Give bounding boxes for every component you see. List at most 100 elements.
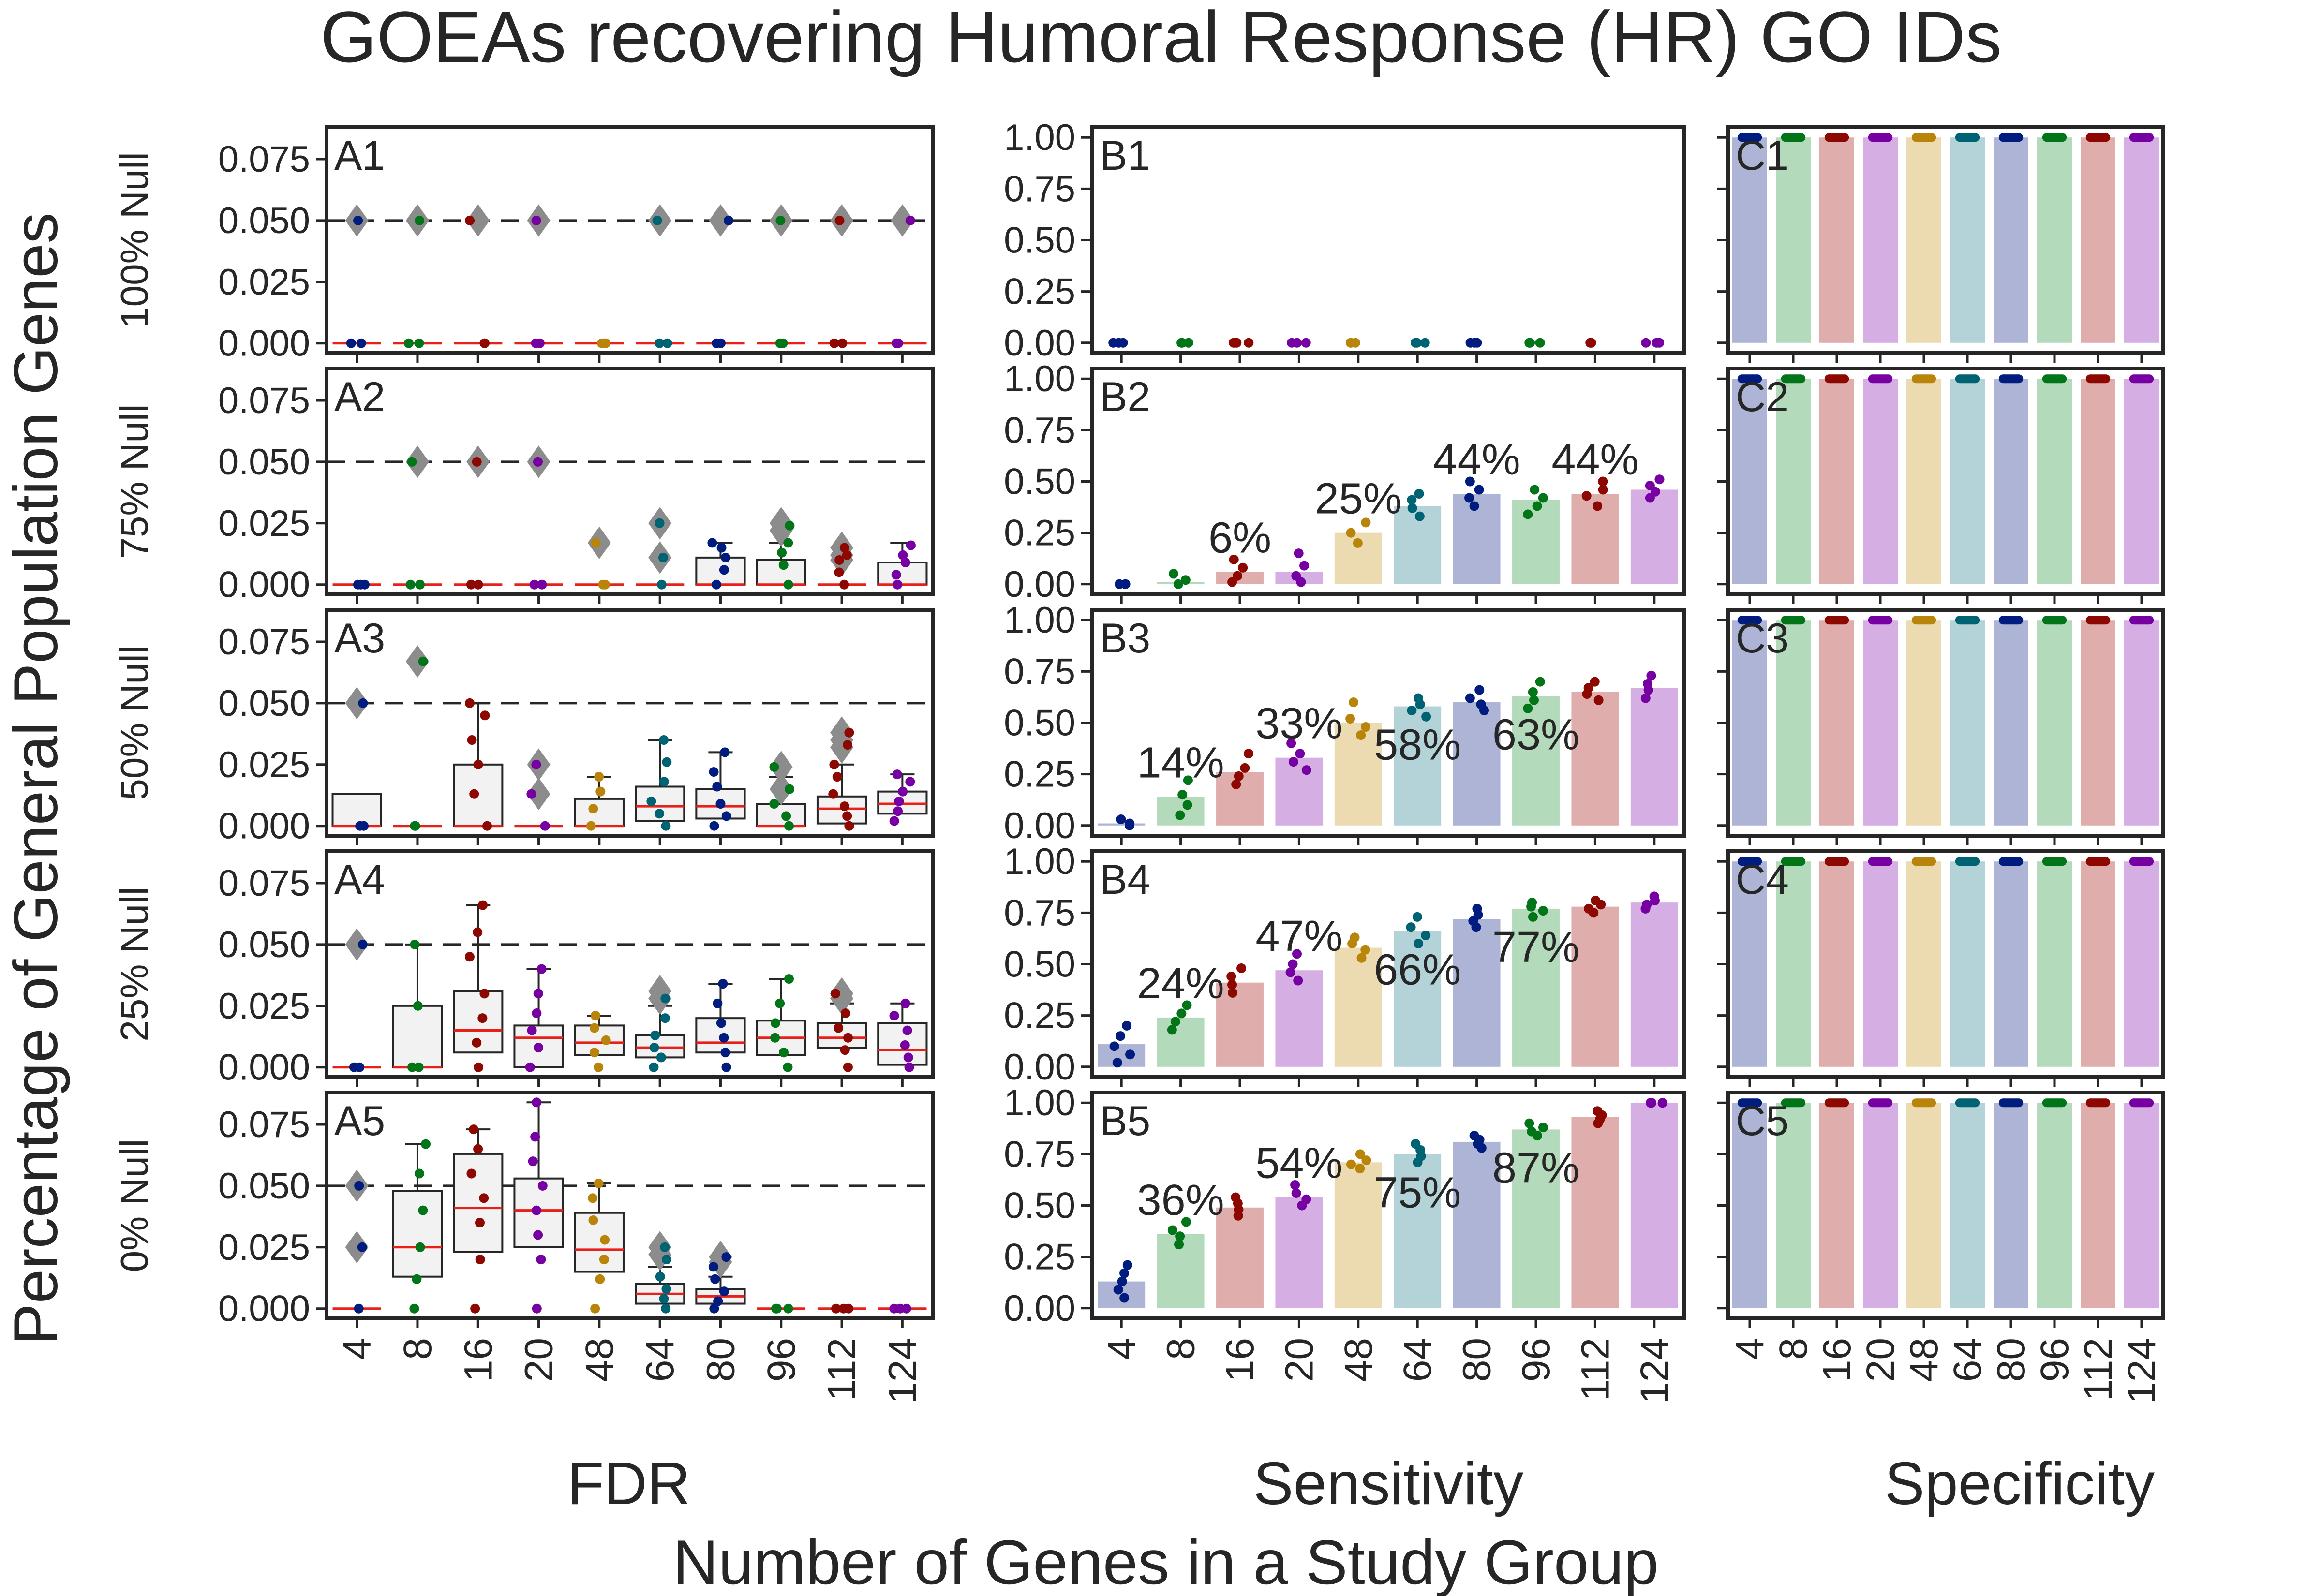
data-point — [475, 1255, 485, 1265]
data-point — [769, 762, 779, 772]
y-tick-label: 0.000 — [218, 806, 310, 847]
data-point — [465, 215, 475, 225]
data-point — [1295, 749, 1305, 759]
data-point — [466, 1168, 476, 1179]
data-point — [649, 1043, 659, 1053]
x-tick-label: 4 — [1100, 1338, 1144, 1360]
data-point — [831, 1303, 841, 1314]
y-tick-label: 0.25 — [1004, 754, 1075, 795]
data-point — [710, 1274, 720, 1284]
y-tick-label: 0.025 — [218, 503, 310, 544]
data-point — [530, 1132, 540, 1142]
box-iqr — [574, 798, 625, 827]
data-point — [1228, 988, 1238, 998]
bar-80 — [1453, 919, 1501, 1067]
data-point — [1176, 338, 1187, 348]
data-point — [590, 1303, 600, 1314]
data-point — [413, 1001, 423, 1011]
x-tick-label: 64 — [638, 1338, 682, 1382]
box-8 — [392, 1143, 443, 1278]
data-point — [1474, 685, 1485, 695]
data-point — [355, 821, 365, 831]
data-point — [1529, 695, 1539, 705]
bar-8 — [1776, 620, 1811, 826]
data-point — [1291, 1188, 1301, 1198]
bar-48 — [1906, 1103, 1941, 1308]
panel-frame — [1726, 367, 2165, 596]
data-point — [601, 1035, 611, 1045]
y-tick-label: 1.00 — [1004, 1082, 1075, 1123]
y-tick-label: 0.25 — [1004, 271, 1075, 312]
data-point — [589, 1023, 599, 1033]
data-point — [843, 740, 853, 750]
data-point — [1646, 670, 1656, 680]
data-point — [533, 989, 543, 999]
x-tick-label: 124 — [1633, 1338, 1677, 1404]
data-point — [531, 215, 541, 225]
panel-frame — [325, 367, 935, 596]
y-tick-label: 0.075 — [218, 139, 310, 180]
data-point — [474, 1062, 484, 1072]
data-point — [1472, 903, 1482, 914]
data-point — [353, 215, 363, 225]
bar-112 — [2081, 1103, 2115, 1308]
data-point — [473, 579, 483, 590]
outlier-marker — [405, 645, 429, 678]
data-point — [1350, 932, 1360, 943]
data-point — [1649, 891, 1659, 901]
bar-20 — [1863, 861, 1898, 1067]
data-point — [1183, 775, 1193, 785]
y-tick-label: 0.050 — [218, 1166, 310, 1207]
data-point — [661, 1303, 671, 1314]
data-point — [473, 759, 483, 769]
data-point — [720, 1048, 730, 1058]
data-point — [1122, 1020, 1132, 1031]
data-point — [1238, 562, 1248, 573]
y-tick-label: 0.25 — [1004, 995, 1075, 1036]
y-tick-label: 0.000 — [218, 1288, 310, 1330]
panel-label: C4 — [1736, 857, 1789, 903]
data-point — [534, 1043, 544, 1053]
data-point — [409, 1303, 419, 1314]
data-point — [1231, 779, 1241, 789]
data-point — [595, 1274, 605, 1284]
y-tick-label: 0.000 — [218, 1047, 310, 1088]
box-iqr — [453, 1153, 504, 1253]
data-point — [479, 1193, 489, 1203]
row-label: 25% Null — [113, 887, 156, 1041]
outlier-marker — [405, 445, 429, 478]
data-point — [1528, 687, 1538, 697]
y-tick-label: 0.050 — [218, 200, 310, 241]
panel-label: B3 — [1100, 615, 1150, 662]
y-tick-label: 0.25 — [1004, 1237, 1075, 1278]
data-point — [1525, 338, 1535, 348]
bar-124 — [2124, 861, 2159, 1067]
bar-124 — [1630, 688, 1678, 826]
data-point — [349, 1062, 359, 1072]
y-tick-label: 0.25 — [1004, 513, 1075, 554]
data-point — [652, 215, 662, 225]
box-20 — [514, 204, 563, 345]
data-point — [1346, 528, 1356, 538]
box-96 — [756, 977, 806, 1056]
data-point — [1177, 790, 1188, 800]
bar-8 — [1776, 861, 1811, 1067]
data-point — [716, 543, 727, 553]
bar-64 — [1950, 861, 1985, 1067]
outlier-marker — [709, 1245, 732, 1278]
x-tick-label: 8 — [396, 1338, 440, 1360]
data-point — [1593, 695, 1604, 705]
data-point — [600, 1235, 610, 1245]
data-point — [1301, 765, 1311, 775]
data-point — [707, 538, 717, 548]
panel-frame — [1726, 608, 2165, 838]
panel-c5: C54 8 16 20 48 64 80 96 112 124 — [1717, 1091, 2165, 1404]
data-point — [1292, 338, 1302, 348]
data-point — [1301, 1194, 1311, 1204]
data-point — [410, 821, 420, 831]
bar-8 — [1776, 379, 1811, 584]
data-point — [1180, 575, 1191, 585]
panel-frame — [1090, 367, 1686, 596]
data-point — [1643, 679, 1653, 689]
